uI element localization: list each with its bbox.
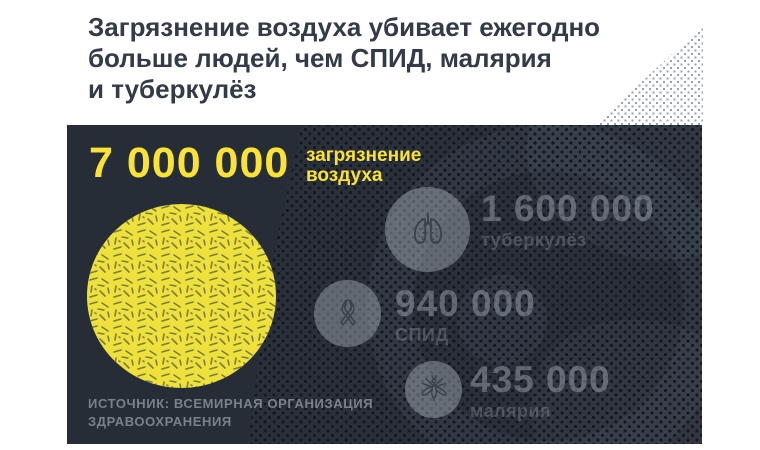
malaria-stat: 435 000 малярия	[470, 359, 611, 422]
aids-label: СПИД	[395, 325, 449, 345]
page-title-line-1: Загрязнение воздуха убивает ежегодно	[88, 12, 601, 42]
aids-bubble	[314, 280, 381, 347]
tuberculosis-deaths-value: 1 600 000	[481, 188, 655, 229]
air-pollution-label: загрязнение воздуха	[306, 145, 422, 186]
lungs-icon	[413, 211, 442, 244]
ribbon-icon	[339, 298, 356, 325]
air-pollution-bubble	[87, 204, 276, 388]
source-attribution: ИСТОЧНИК: ВСЕМИРНАЯ ОРГАНИЗАЦИЯ ЗДРАВООХ…	[88, 395, 373, 431]
malaria-deaths-value: 435 000	[470, 359, 611, 400]
tuberculosis-stat: 1 600 000 туберкулёз	[481, 188, 655, 251]
aids-stat: 940 000 СПИД	[395, 283, 536, 346]
air-pollution-deaths-value: 7 000 000	[89, 139, 290, 187]
mosquito-icon	[420, 374, 447, 401]
page-title-line-2: больше людей, чем СПИД, малярия	[88, 43, 552, 73]
tuberculosis-label: туберкулёз	[481, 230, 587, 250]
page-title: Загрязнение воздуха убивает ежегодно бол…	[88, 12, 648, 105]
aids-deaths-value: 940 000	[395, 283, 536, 324]
infographic-panel: 7 000 000 загрязнение воздуха	[67, 125, 702, 444]
malaria-label: малярия	[470, 401, 552, 421]
tuberculosis-bubble	[385, 187, 470, 272]
page-title-line-3: и туберкулёз	[88, 74, 257, 104]
source-line-2: ЗДРАВООХРАНЕНИЯ	[88, 414, 232, 429]
source-line-1: ИСТОЧНИК: ВСЕМИРНАЯ ОРГАНИЗАЦИЯ	[88, 396, 374, 411]
malaria-bubble	[405, 361, 462, 418]
